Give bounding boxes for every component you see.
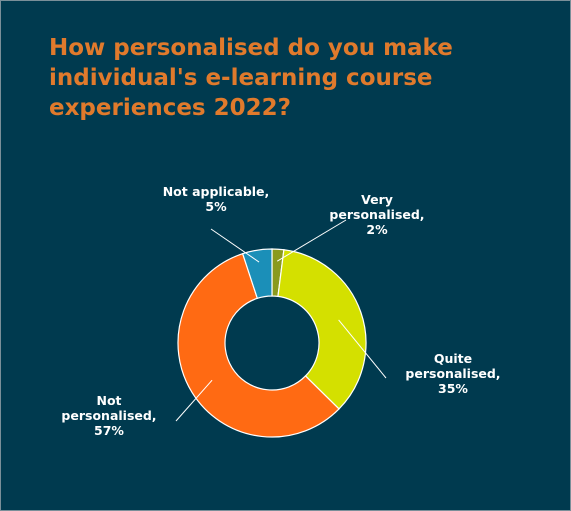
slice-not-personalised [177,252,340,438]
chart-title-line-3: experiences 2022? [49,95,291,121]
data-label-not-personalised: Not personalised, 57% [61,393,156,438]
leader-line-very-personalised [276,219,347,262]
leader-line-quite-personalised [338,319,387,379]
data-label-not-applicable: Not applicable, 5% [163,184,270,214]
chart-title-line-2: individual's e-learning course [49,65,433,91]
chart-title: How personalised do you make individual'… [49,33,549,123]
leader-line-not-personalised [175,379,213,422]
slice-quite-personalised [277,249,367,410]
leader-line-not-applicable [210,228,260,263]
data-label-quite-personalised: Quite personalised, 35% [405,351,500,396]
data-label-very-personalised: Very personalised, 2% [329,192,424,237]
slice-not-applicable [241,248,273,300]
chart-title-line-1: How personalised do you make [49,35,453,61]
